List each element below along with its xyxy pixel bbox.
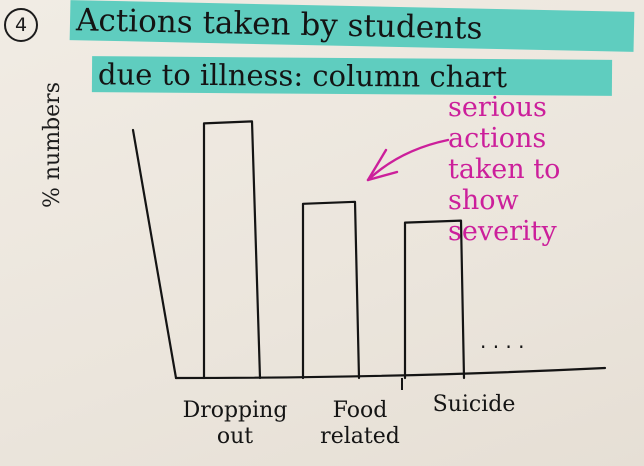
x-tick-label-line: Suicide (432, 392, 516, 417)
bar-food-related (301, 200, 361, 380)
bar-suicide (403, 219, 466, 380)
x-tick-label-line: Food (332, 398, 388, 423)
x-tick-label-line: related (320, 424, 400, 449)
annotation-note: serious actions taken to show severity (448, 92, 638, 247)
annotation-line: show (448, 185, 519, 216)
annotation-line: severity (448, 216, 557, 247)
x-tick-label-line: Dropping (182, 398, 288, 423)
annotation-line: actions (448, 123, 547, 154)
x-tick-label-line: out (216, 424, 254, 449)
y-axis-line (131, 128, 178, 380)
x-tick-label-food-related: Food related (312, 398, 408, 450)
annotation-arrow-shaft (366, 138, 450, 182)
continuation-dots: . . . . (480, 329, 525, 353)
annotation-line: taken to (448, 154, 561, 185)
x-tick-label-dropping-out: Dropping out (180, 398, 290, 450)
x-axis-line (174, 366, 607, 380)
x-tick-label-suicide: Suicide (414, 392, 534, 418)
bars-group (202, 120, 466, 380)
section-number: 4 (4, 8, 38, 42)
bar-dropping-out (202, 120, 262, 380)
annotation-line: serious (448, 92, 547, 123)
